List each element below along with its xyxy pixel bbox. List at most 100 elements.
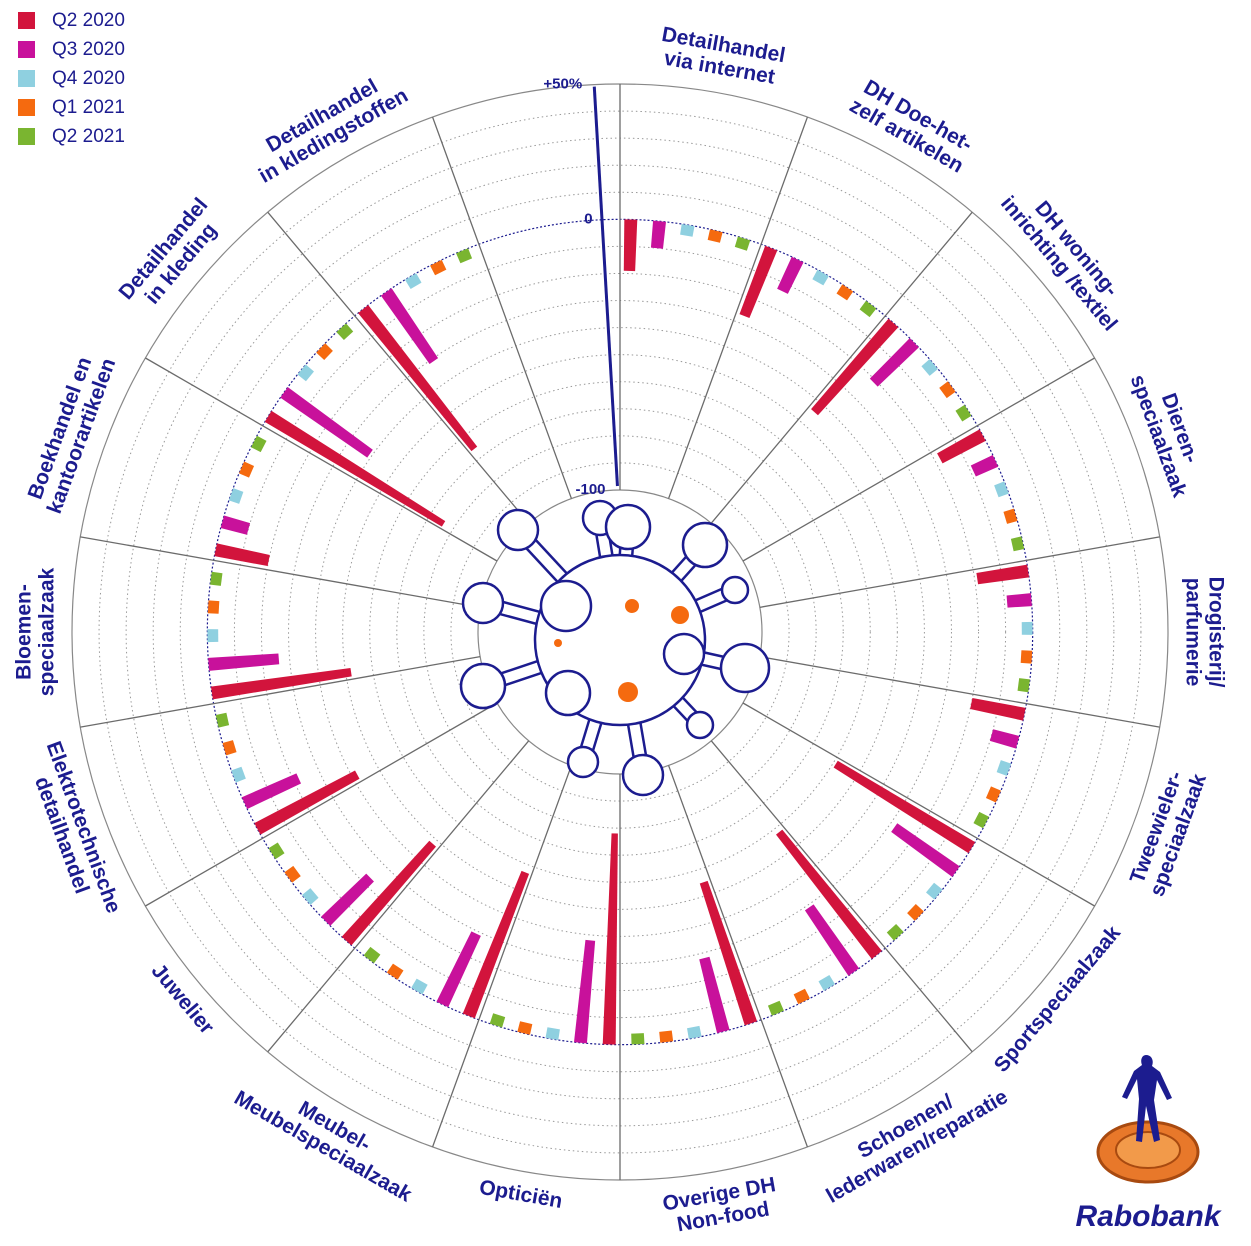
bar: [812, 270, 828, 286]
sector-line: [80, 657, 480, 728]
y-tick-label: -100: [575, 481, 605, 498]
sector-line: [760, 657, 1160, 728]
bar: [1018, 678, 1030, 692]
bar: [269, 843, 285, 860]
bar: [316, 343, 333, 360]
sector-line: [743, 358, 1095, 561]
legend: Q2 2020 Q3 2020 Q4 2020 Q1 2021 Q2 2021: [18, 10, 125, 147]
legend-swatch: [18, 99, 35, 116]
bar: [836, 284, 853, 300]
bar: [231, 767, 246, 783]
category-label: speciaalzaak: [36, 567, 59, 696]
bar: [265, 411, 445, 527]
bar: [229, 488, 243, 504]
bar: [210, 572, 222, 586]
y-tick-label: +50%: [543, 76, 582, 93]
bar: [387, 964, 404, 980]
bar: [574, 940, 595, 1043]
bar: [1007, 593, 1032, 607]
bar: [490, 1013, 505, 1027]
bar: [768, 1001, 784, 1016]
bar: [777, 257, 803, 294]
logo: Rabobank: [1075, 1055, 1221, 1233]
bar: [239, 462, 254, 478]
bar: [624, 219, 637, 271]
bar: [381, 288, 438, 364]
bar: [735, 237, 750, 251]
bar: [659, 1030, 673, 1042]
bar: [907, 904, 924, 921]
bar: [971, 455, 998, 477]
bar: [818, 975, 835, 991]
bar: [208, 653, 279, 670]
bar: [430, 260, 446, 275]
y-tick-label: 0: [584, 211, 592, 228]
axis-line: [594, 87, 617, 486]
bar: [546, 1027, 560, 1040]
legend-swatch: [18, 70, 35, 87]
brand-name: Rabobank: [1075, 1200, 1221, 1233]
bar: [1022, 622, 1033, 635]
bar: [364, 947, 381, 963]
bar: [603, 833, 618, 1044]
bar: [254, 771, 359, 835]
category-label: parfumerie: [1181, 578, 1204, 687]
bar: [336, 323, 353, 340]
legend-label: Q1 2021: [52, 97, 125, 118]
bar: [699, 957, 729, 1033]
bar: [986, 786, 1001, 802]
bar: [251, 436, 267, 452]
bar: [631, 1033, 644, 1044]
legend-label: Q3 2020: [52, 39, 125, 60]
category-label: Drogisterij/: [1204, 577, 1227, 688]
sector-line: [669, 117, 808, 499]
sector-line: [743, 703, 1095, 906]
sector-line: [145, 358, 497, 561]
sector-line: [433, 117, 572, 499]
bar: [214, 543, 269, 566]
bar: [207, 629, 218, 642]
category-label: lederwaren/reparatie: [822, 1085, 1011, 1208]
bar: [939, 381, 955, 398]
bar: [1021, 650, 1033, 663]
sector-line: [760, 537, 1160, 608]
bar: [794, 989, 810, 1004]
bar: [990, 729, 1019, 748]
bar: [887, 924, 904, 941]
legend-swatch: [18, 41, 35, 58]
bar: [297, 365, 313, 382]
bar: [680, 224, 694, 237]
category-label: Meubelspeciaalzaak: [230, 1086, 416, 1206]
bar: [970, 698, 1025, 721]
bar: [456, 248, 472, 263]
chart: -1000+50% Detailhandelvia internetDH Doe…: [0, 0, 1251, 1241]
sector-line: [145, 703, 497, 906]
bar: [926, 883, 942, 900]
bar: [921, 359, 938, 376]
category-label: Bloemen-: [13, 584, 36, 680]
category-label: Opticiën: [477, 1176, 564, 1213]
legend-label: Q2 2020: [52, 10, 125, 31]
legend-swatch: [18, 128, 35, 145]
bar: [994, 481, 1009, 497]
bar: [973, 812, 989, 828]
bar: [284, 866, 300, 883]
sector-line: [80, 537, 480, 608]
value-axis: -100 0 +50%: [543, 76, 617, 498]
bar: [221, 515, 250, 534]
bar: [1003, 509, 1017, 524]
bar: [208, 600, 220, 613]
legend-label: Q4 2020: [52, 68, 125, 89]
bar: [302, 888, 319, 905]
bar: [997, 760, 1011, 776]
legend-label: Q2 2021: [52, 126, 125, 147]
bar: [700, 881, 757, 1026]
bar: [223, 740, 237, 755]
category-label: Sportspeciaalzaak: [990, 921, 1126, 1076]
bar: [358, 305, 477, 451]
bar: [860, 301, 877, 317]
category-label: Juwelier: [147, 959, 219, 1038]
bar: [651, 221, 666, 249]
bar: [405, 273, 422, 289]
bar: [411, 979, 427, 995]
